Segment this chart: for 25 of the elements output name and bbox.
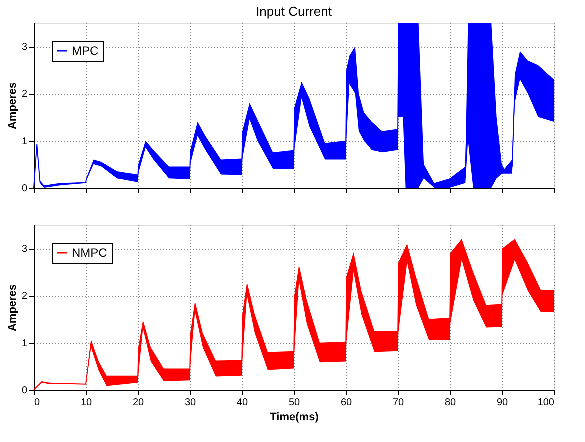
x-tick-label: 30 — [184, 398, 196, 408]
x-tick-label: 0 — [34, 398, 40, 408]
x-tick-label: 50 — [288, 398, 300, 408]
y-tick-label: 0 — [22, 184, 28, 194]
legend-label: NMPC — [72, 246, 108, 260]
x-tick-label: 80 — [444, 398, 456, 408]
y-tick-label: 1 — [22, 136, 28, 148]
y-tick-label: 3 — [22, 42, 28, 54]
y-tick-label: 2 — [22, 89, 28, 100]
x-tick-label: 100 — [538, 398, 555, 408]
x-tick-label: 70 — [392, 398, 404, 408]
y-axis-title: Amperes — [6, 284, 19, 332]
y-tick-label: 2 — [22, 291, 28, 302]
x-tick-label: 60 — [340, 398, 352, 408]
y-tick-label: 1 — [22, 338, 28, 350]
legend-label: MPC — [72, 44, 99, 58]
y-axis-title: Amperes — [6, 82, 19, 130]
y-tick-label: 3 — [22, 244, 28, 256]
chart-title: Input Current — [256, 4, 332, 19]
x-tick-label: 10 — [80, 398, 92, 408]
y-tick-label: 0 — [22, 386, 28, 396]
x-tick-label: 40 — [236, 398, 248, 408]
x-tick-label: 90 — [496, 398, 508, 408]
x-tick-label: 20 — [132, 398, 144, 408]
x-axis-title: Time(ms) — [270, 412, 320, 424]
